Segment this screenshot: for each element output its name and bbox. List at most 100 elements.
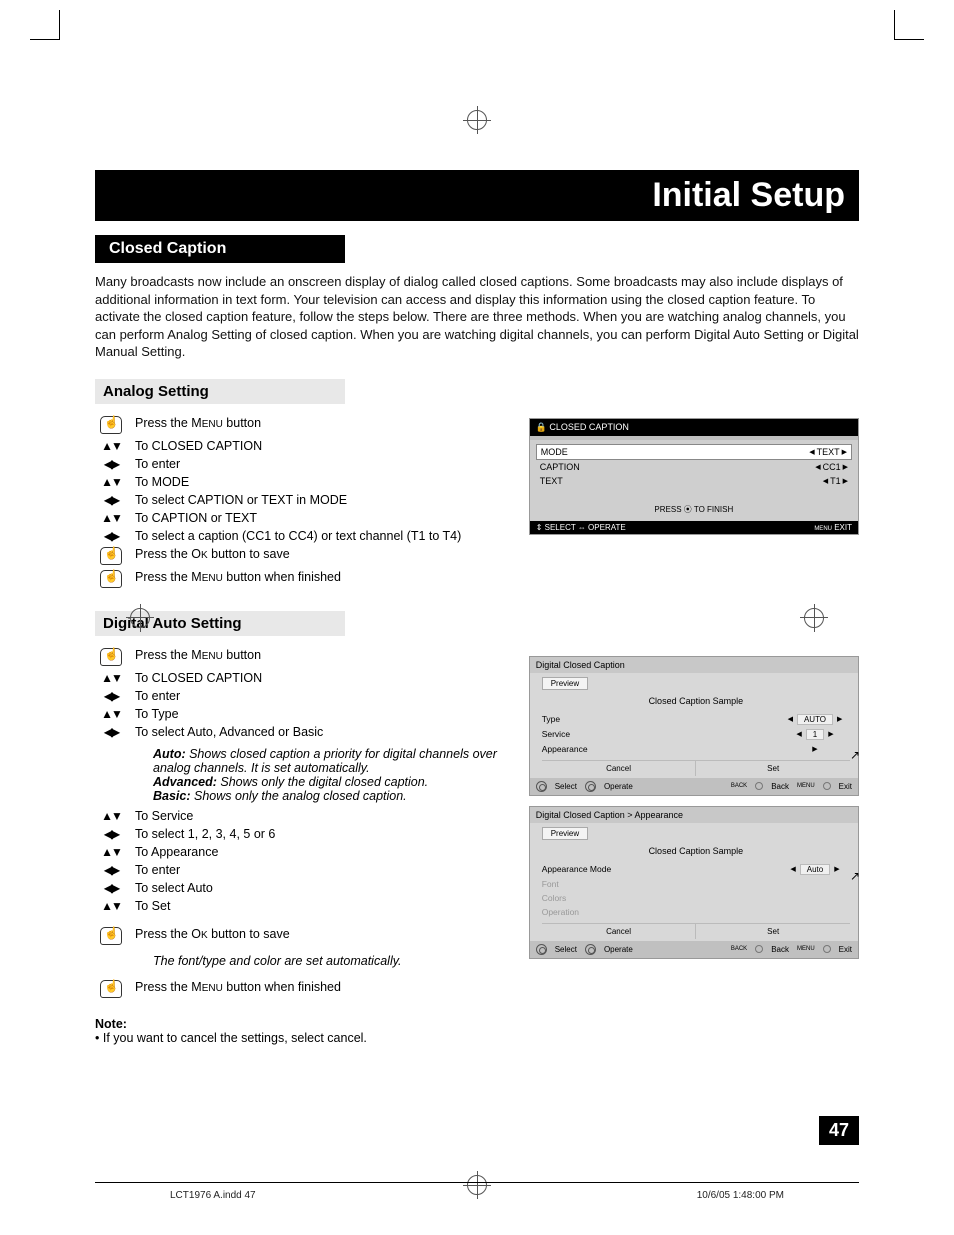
set-button: Set <box>696 924 850 939</box>
osd-footer: SelectOperateBACKBackMENUExit <box>530 941 858 958</box>
step-row: ◀▶To enter <box>95 457 461 473</box>
step-icon <box>95 927 135 948</box>
preview-button: Preview <box>542 827 588 840</box>
footer-rule <box>95 1182 859 1183</box>
step-icon: ◀▶ <box>95 827 135 843</box>
step-text: To enter <box>135 457 461 473</box>
step-icon: ◀▶ <box>95 493 135 509</box>
osd-row: TEXT◀T1▶ <box>536 474 852 488</box>
cancel-button: Cancel <box>542 924 697 939</box>
digital-step-list-2: ▲▼To Service◀▶To select 1, 2, 3, 4, 5 or… <box>95 807 275 917</box>
digital-step-list-1: Press the MENU button▲▼To CLOSED CAPTION… <box>95 646 323 743</box>
step-icon: ◀▶ <box>95 863 135 879</box>
digital-step-list-3: Press the OK button to save <box>95 925 290 950</box>
step-text: To select Auto <box>135 881 275 897</box>
leftright-icon: ◀▶ <box>104 881 118 895</box>
step-icon: ▲▼ <box>95 707 135 723</box>
leftright-icon: ◀▶ <box>104 863 118 877</box>
digital-osd-2: Digital Closed Caption > AppearancePrevi… <box>529 806 859 959</box>
definition: Basic: Shows only the analog closed capt… <box>153 789 499 803</box>
digital-step-list-4: Press the MENU button when finished <box>95 978 341 1003</box>
step-row: ▲▼ To CAPTION or TEXT <box>95 511 461 527</box>
osd-title: 🔒 CLOSED CAPTION <box>530 419 858 436</box>
step-text: To Service <box>135 809 275 825</box>
page-number: 47 <box>819 1116 859 1145</box>
osd-row: CAPTION◀CC1▶ <box>536 460 852 474</box>
osd-footer: SelectOperateBACKBackMENUExit <box>530 778 858 795</box>
step-icon: ◀▶ <box>95 457 135 473</box>
dpad-icon <box>585 781 596 792</box>
leftright-icon: ◀▶ <box>104 827 118 841</box>
step-text: To enter <box>135 689 323 705</box>
step-row: Press the MENU button when finished <box>95 980 341 1001</box>
digital-definitions: Auto: Shows closed caption a priority fo… <box>95 743 499 807</box>
set-button: Set <box>696 761 850 776</box>
step-text: Press the OK button to save <box>135 547 461 568</box>
osd-row: Appearance▶ <box>542 742 850 756</box>
hand-icon <box>100 980 122 998</box>
updown-icon: ▲▼ <box>101 845 121 859</box>
step-icon <box>95 980 135 1001</box>
step-text: To CLOSED CAPTION <box>135 439 461 455</box>
step-row: ▲▼ To Set <box>95 899 275 915</box>
intro-paragraph: Many broadcasts now include an onscreen … <box>95 273 859 361</box>
hand-icon <box>100 547 122 565</box>
registration-mark <box>804 608 824 628</box>
step-text: To select Auto, Advanced or Basic <box>135 725 323 741</box>
step-text: To Set <box>135 899 275 915</box>
cancel-button: Cancel <box>542 761 697 776</box>
registration-mark <box>467 110 487 130</box>
step-icon <box>95 547 135 568</box>
step-text: To CAPTION or TEXT <box>135 511 461 527</box>
leftright-icon: ◀▶ <box>104 529 118 543</box>
step-text: Press the MENU button when finished <box>135 570 461 591</box>
step-row: Press the OK button to save <box>95 547 461 568</box>
step-text: Press the MENU button when finished <box>135 980 341 1001</box>
hand-icon <box>100 570 122 588</box>
step-icon: ◀▶ <box>95 725 135 741</box>
osd-row: Operation <box>542 905 850 919</box>
step-text: To Type <box>135 707 323 723</box>
step-icon: ▲▼ <box>95 475 135 491</box>
step-text: Press the MENU button <box>135 416 461 437</box>
osd-row: MODE◀TEXT▶ <box>536 444 852 460</box>
step-icon <box>95 648 135 669</box>
step-row: ▲▼To Type <box>95 707 323 723</box>
analog-step-list: Press the MENU button ▲▼ To CLOSED CAPTION… <box>95 414 461 593</box>
updown-icon: ▲▼ <box>101 475 121 489</box>
updown-icon: ▲▼ <box>101 899 121 913</box>
sample-text: Closed Caption Sample <box>542 690 850 712</box>
step-row: ▲▼To Service <box>95 809 275 825</box>
step-row: Press the OK button to save <box>95 927 290 948</box>
osd-header: Digital Closed Caption <box>530 657 858 673</box>
step-row: Press the MENU button <box>95 648 323 669</box>
step-icon <box>95 416 135 437</box>
step-icon: ▲▼ <box>95 511 135 527</box>
analog-osd: 🔒 CLOSED CAPTION MODE◀TEXT▶CAPTION◀CC1▶T… <box>529 418 859 535</box>
updown-icon: ▲▼ <box>101 439 121 453</box>
hand-icon <box>100 648 122 666</box>
main-title: Initial Setup <box>109 176 845 215</box>
step-row: ◀▶To enter <box>95 863 275 879</box>
crop-mark <box>894 10 924 40</box>
section-heading: Closed Caption <box>95 235 345 263</box>
step-row: ◀▶To select CAPTION or TEXT in MODE <box>95 493 461 509</box>
main-title-bar: Initial Setup <box>95 170 859 221</box>
step-text: To Appearance <box>135 845 275 861</box>
preview-button: Preview <box>542 677 588 690</box>
updown-icon: ▲▼ <box>101 511 121 525</box>
step-icon: ▲▼ <box>95 845 135 861</box>
osd-button-row: CancelSet <box>542 923 850 939</box>
step-text: To select a caption (CC1 to CC4) or text… <box>135 529 461 545</box>
dpad-icon <box>536 944 547 955</box>
step-row: ▲▼ To Appearance <box>95 845 275 861</box>
hand-icon <box>100 927 122 945</box>
osd-body: MODE◀TEXT▶CAPTION◀CC1▶TEXT◀T1▶ <box>530 440 858 490</box>
step-row: Press the MENU button when finished <box>95 570 461 591</box>
step-icon: ▲▼ <box>95 671 135 687</box>
step-text: To select CAPTION or TEXT in MODE <box>135 493 461 509</box>
step-text: To MODE <box>135 475 461 491</box>
dpad-icon <box>585 944 596 955</box>
step-icon <box>95 570 135 591</box>
sample-text: Closed Caption Sample <box>542 840 850 862</box>
